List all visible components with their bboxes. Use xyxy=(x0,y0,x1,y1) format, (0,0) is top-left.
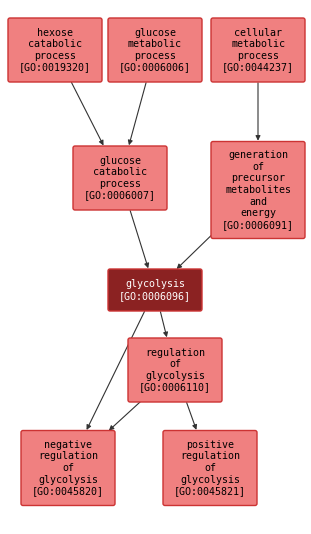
FancyBboxPatch shape xyxy=(8,18,102,82)
Text: positive
regulation
of
glycolysis
[GO:0045821]: positive regulation of glycolysis [GO:00… xyxy=(174,440,246,496)
FancyBboxPatch shape xyxy=(21,430,115,506)
Text: glycolysis
[GO:0006096]: glycolysis [GO:0006096] xyxy=(119,279,191,301)
Text: glucose
metabolic
process
[GO:0006006]: glucose metabolic process [GO:0006006] xyxy=(119,28,191,73)
Text: generation
of
precursor
metabolites
and
energy
[GO:0006091]: generation of precursor metabolites and … xyxy=(222,150,294,230)
Text: regulation
of
glycolysis
[GO:0006110]: regulation of glycolysis [GO:0006110] xyxy=(139,348,211,392)
Text: hexose
catabolic
process
[GO:0019320]: hexose catabolic process [GO:0019320] xyxy=(19,28,91,73)
FancyBboxPatch shape xyxy=(108,18,202,82)
FancyBboxPatch shape xyxy=(163,430,257,506)
Text: negative
regulation
of
glycolysis
[GO:0045820]: negative regulation of glycolysis [GO:00… xyxy=(32,440,104,496)
Text: cellular
metabolic
process
[GO:0044237]: cellular metabolic process [GO:0044237] xyxy=(222,28,294,73)
Text: glucose
catabolic
process
[GO:0006007]: glucose catabolic process [GO:0006007] xyxy=(84,155,156,200)
FancyBboxPatch shape xyxy=(211,18,305,82)
FancyBboxPatch shape xyxy=(73,146,167,210)
FancyBboxPatch shape xyxy=(108,269,202,311)
FancyBboxPatch shape xyxy=(128,338,222,402)
FancyBboxPatch shape xyxy=(211,142,305,239)
